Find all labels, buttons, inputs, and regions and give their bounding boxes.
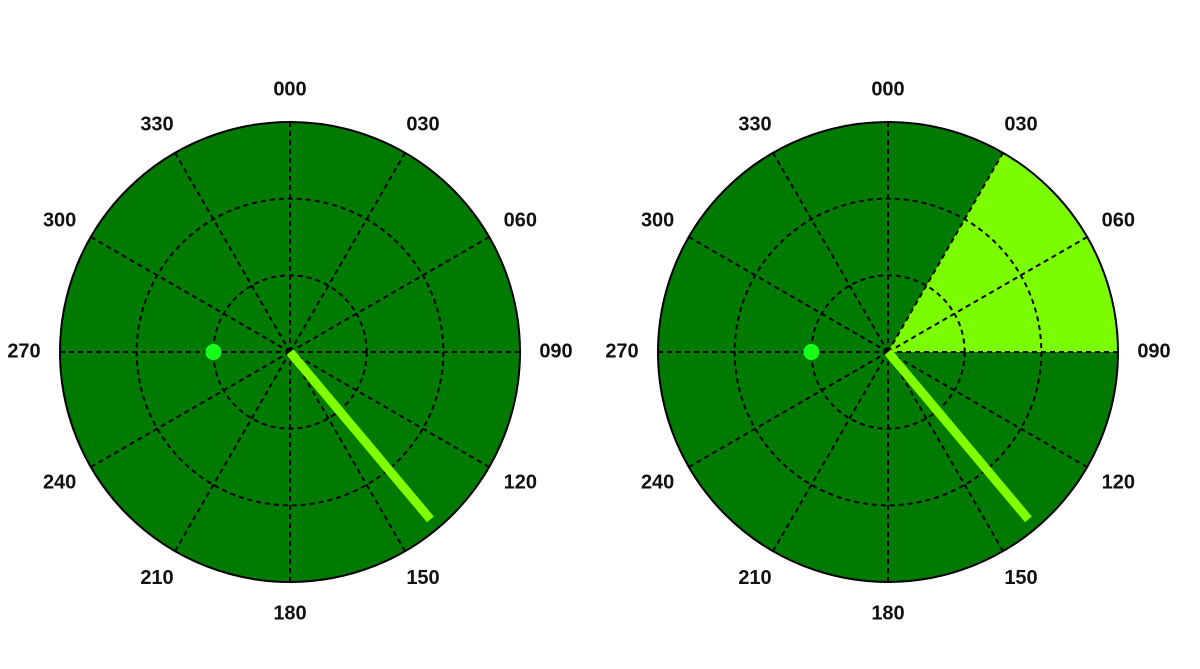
theta-tick-label: 120 [1102, 471, 1135, 493]
polar-border [59, 121, 521, 583]
polar-chart: 000 030 060 090 120 150 180 210 240 270 300 330 [7, 78, 572, 624]
theta-tick-label: 000 [273, 78, 306, 100]
theta-tick-label: 030 [406, 113, 439, 135]
spoke-grid [289, 152, 406, 353]
theta-tick-label: 180 [273, 602, 306, 624]
needle [286, 349, 434, 523]
spoke-grid [772, 351, 889, 552]
spoke-grid [174, 152, 291, 353]
theta-tick-label: 270 [7, 340, 40, 362]
spoke-grid [887, 236, 1088, 353]
polar-chart: 000 030 060 090 120 150 180 210 240 270 300 330 [605, 78, 1170, 624]
polar-border [657, 121, 1119, 583]
theta-tick-label: 300 [43, 209, 76, 231]
theta-tick-label: 120 [504, 471, 537, 493]
spoke-grid [688, 351, 889, 468]
theta-tick-label: 210 [140, 567, 173, 589]
theta-tick-label: 180 [871, 602, 904, 624]
theta-tick-label: 210 [738, 567, 771, 589]
theta-tick-label: 030 [1004, 113, 1037, 135]
spoke-grid [887, 351, 1004, 552]
target-point [205, 344, 222, 360]
spoke-grid [90, 351, 291, 468]
theta-tick-label: 090 [1137, 340, 1170, 362]
spoke-grid [174, 351, 291, 552]
spoke-grid [90, 236, 291, 353]
theta-tick-label: 330 [140, 113, 173, 135]
spoke-grid [772, 152, 889, 353]
theta-tick-label: 270 [605, 340, 638, 362]
theta-tick-label: 060 [504, 209, 537, 231]
spoke-grid [289, 351, 490, 468]
theta-tick-label: 330 [738, 113, 771, 135]
theta-tick-label: 240 [641, 471, 674, 493]
needle [884, 349, 1032, 523]
theta-tick-label: 000 [871, 78, 904, 100]
theta-tick-label: 300 [641, 209, 674, 231]
spoke-grid [289, 351, 406, 552]
spoke-grid [887, 351, 1088, 468]
theta-tick-label: 240 [43, 471, 76, 493]
spoke-grid [289, 236, 490, 353]
theta-tick-label: 090 [539, 340, 572, 362]
theta-tick-label: 150 [406, 567, 439, 589]
spoke-grid [688, 236, 889, 353]
spoke-grid [887, 152, 1004, 353]
theta-tick-label: 060 [1102, 209, 1135, 231]
theta-tick-label: 150 [1004, 567, 1037, 589]
target-point [803, 344, 820, 360]
